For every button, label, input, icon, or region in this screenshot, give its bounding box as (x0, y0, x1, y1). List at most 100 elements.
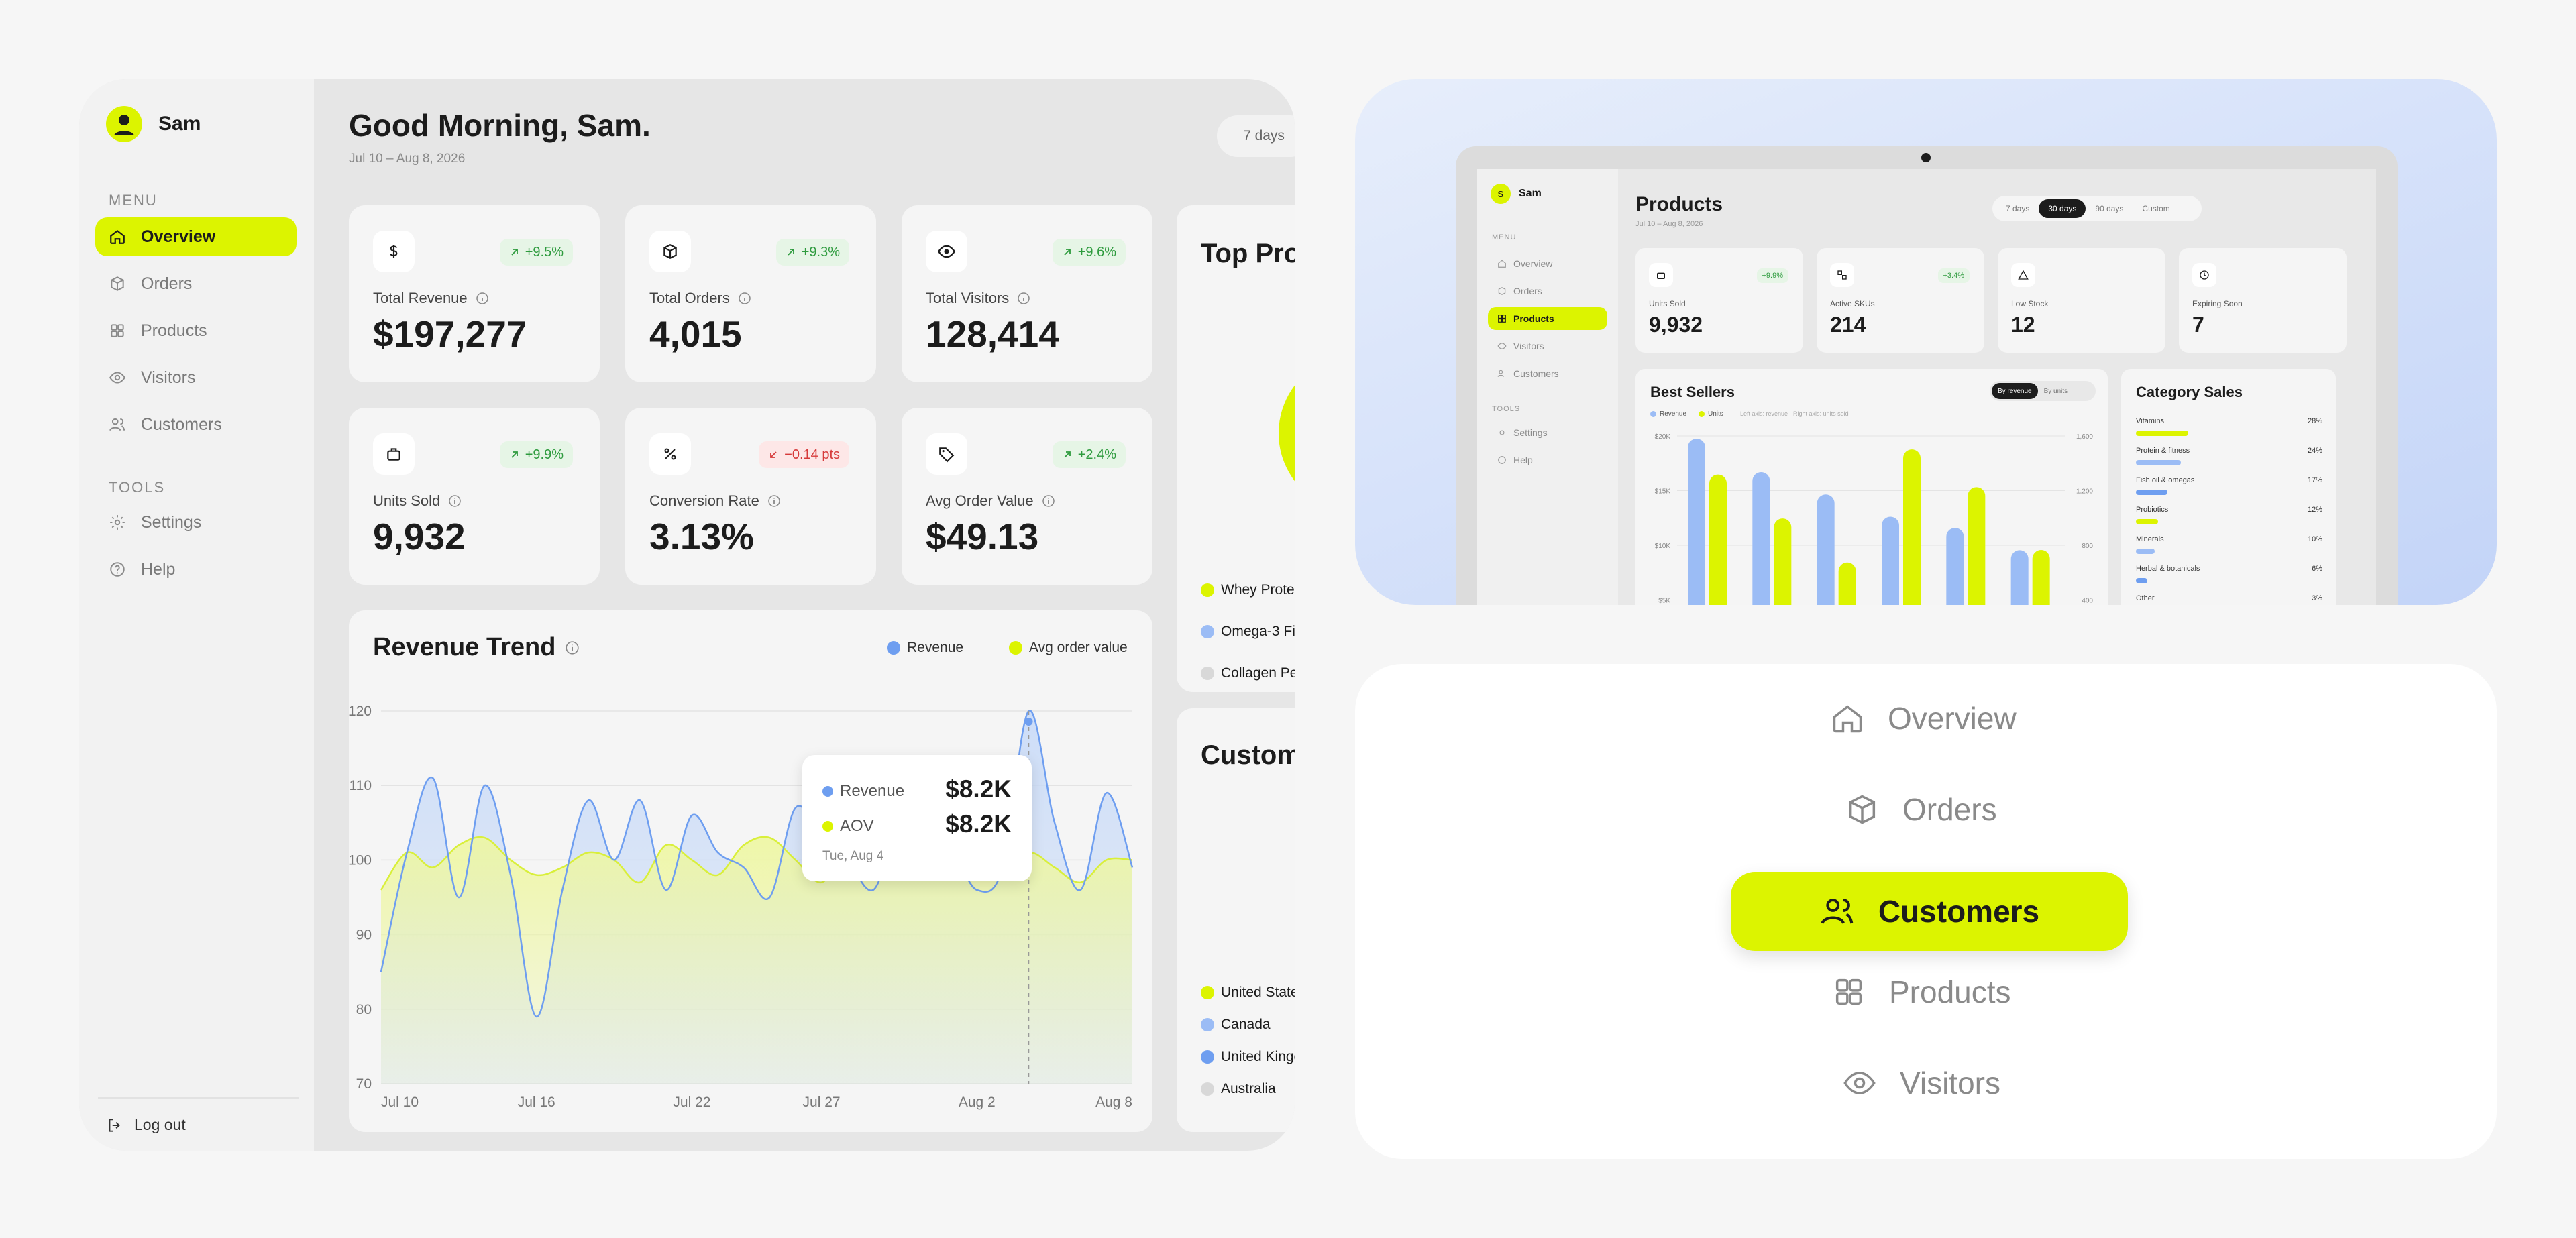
category-value: 3% (2312, 594, 2322, 602)
grid-icon (1498, 315, 1506, 323)
category-row: Herbal & botanicals 6% (2136, 565, 2322, 583)
nav-label: Visitors (1900, 1066, 2000, 1101)
sidebar-item-overview[interactable]: Overview (95, 217, 297, 256)
period-30-days[interactable]: 30 days (2039, 199, 2086, 218)
percent-icon (649, 433, 691, 475)
mini-nav-visitors[interactable]: Visitors (1488, 335, 1607, 357)
mini-nav-customers[interactable]: Customers (1488, 362, 1607, 385)
mini-nav-orders[interactable]: Orders (1488, 280, 1607, 302)
mini-kpi-expiring: Expiring Soon 7 (2179, 248, 2347, 353)
kpi-label: Total Orders (649, 290, 751, 307)
sidebar-item-orders[interactable]: Orders (95, 264, 297, 303)
mini-nav-overview[interactable]: Overview (1488, 252, 1607, 275)
toggle-by-revenue[interactable]: By revenue (1992, 383, 2038, 399)
eye-icon (109, 372, 125, 384)
period-custom[interactable]: Custom (2142, 204, 2170, 213)
units-bar (1968, 487, 1986, 605)
mini-nav-products[interactable]: Products (1488, 307, 1607, 330)
legend-units: Units (1699, 410, 1723, 418)
card-title: Top Products (1201, 239, 1295, 268)
units-bar (1838, 562, 1856, 605)
home-icon (1498, 260, 1506, 268)
category-value: 17% (2307, 476, 2322, 484)
help-icon (1498, 456, 1506, 464)
logout-label: Log out (134, 1116, 186, 1133)
info-icon (566, 640, 580, 655)
category-row: Fish oil & omegas 17% (2136, 476, 2322, 495)
category-value: 12% (2307, 506, 2322, 514)
dashboard-window: Sam MENU Overview Orders Products Visito… (79, 79, 1295, 1151)
grid-icon (111, 324, 124, 337)
sidebar-item-label: Help (141, 559, 176, 579)
logout-button[interactable]: Log out (106, 1116, 186, 1134)
y-tick-label: 110 (350, 778, 372, 793)
category-row: Probiotics 12% (2136, 506, 2322, 524)
sidebar-item-customers[interactable]: Customers (95, 405, 297, 444)
chart-title: Revenue Trend (373, 633, 580, 662)
toggle-by-units[interactable]: By units (2043, 387, 2068, 395)
laptop-screen: S Sam MENU Overview Orders Products Visi… (1477, 169, 2376, 605)
nav-item-overview[interactable]: Overview (1830, 700, 2017, 736)
kpi-card-visitors: +9.6% Total Visitors 128,414 (902, 205, 1152, 382)
category-row: Minerals 10% (2136, 535, 2322, 554)
list-item: Canada (1201, 1017, 1271, 1033)
sidebar: Sam MENU Overview Orders Products Visito… (79, 79, 314, 1151)
nav-label: Products (1889, 974, 2011, 1009)
mini-nav-settings[interactable]: Settings (1488, 421, 1607, 444)
avatar[interactable] (106, 106, 142, 142)
nav-showcase-card: Overview Orders Customers Products Visit… (1355, 664, 2497, 1159)
kpi-card-conversion: −0.14 pts Conversion Rate 3.13% (625, 408, 876, 585)
period-button[interactable]: 7 days (1217, 115, 1295, 157)
sidebar-item-label: Customers (141, 414, 222, 434)
y-left-tick: $20K (1655, 433, 1671, 441)
sidebar-item-help[interactable]: Help (95, 550, 297, 589)
revenue-bar (1946, 528, 1964, 605)
sidebar-item-settings[interactable]: Settings (95, 503, 297, 542)
list-item: Australia (1201, 1081, 1276, 1097)
camera-icon (1921, 153, 1931, 162)
delta-badge: +3.4% (1937, 268, 1970, 283)
revenue-trend-chart[interactable]: 70 80 90 100 110 120 Jul 10 Jul 16 Jul 22 Jul 27 A… (349, 610, 1152, 1132)
revenue-bar (1688, 439, 1705, 605)
delta-badge: −0.14 pts (759, 441, 849, 468)
kpi-label: Active SKUs (1830, 299, 1875, 308)
period-7-days[interactable]: 7 days (2006, 204, 2030, 213)
products-preview: S Sam MENU Overview Orders Products Visi… (1355, 79, 2497, 605)
sidebar-item-label: Settings (141, 512, 202, 532)
nav-item-customers[interactable]: Customers (1731, 872, 2128, 951)
sidebar-item-visitors[interactable]: Visitors (95, 358, 297, 397)
logout-icon (109, 1118, 120, 1132)
x-tick-label: Jul 22 (673, 1094, 710, 1110)
users-icon (1497, 370, 1504, 377)
chart-tooltip: Revenue $8.2K AOV $8.2K Tue, Aug 4 (802, 755, 1032, 881)
mini-nav-help[interactable]: Help (1488, 449, 1607, 471)
category-label: Herbal & botanicals (2136, 565, 2200, 573)
nav-item-visitors[interactable]: Visitors (1842, 1065, 2000, 1101)
list-item: Collagen Peptides (1201, 665, 1295, 681)
tooltip-date: Tue, Aug 4 (822, 849, 884, 863)
grid-icon (1835, 978, 1862, 1005)
tooltip-revenue-value: $8.2K (945, 775, 1012, 803)
eye-icon (1843, 1072, 1876, 1094)
mini-kpi-skus: +3.4% Active SKUs 214 (1817, 248, 1984, 353)
kpi-value: 12 (2011, 313, 2035, 337)
kpi-value: $49.13 (926, 516, 1039, 557)
nav-label: Customers (1878, 894, 2040, 929)
nav-item-orders[interactable]: Orders (1845, 791, 1997, 828)
sidebar-item-products[interactable]: Products (95, 311, 297, 350)
users-icon (109, 418, 125, 431)
y-right-tick: 400 (2082, 598, 2093, 605)
page-title: Good Morning, Sam. (349, 108, 651, 143)
sidebar-item-label: Products (141, 321, 207, 340)
category-label: Other (2136, 594, 2155, 602)
period-90-days[interactable]: 90 days (2095, 204, 2124, 213)
units-bar (1903, 449, 1921, 605)
category-bar (2136, 549, 2155, 554)
box-icon (111, 276, 124, 291)
nav-item-products[interactable]: Products (1831, 974, 2011, 1010)
kpi-value: 4,015 (649, 313, 742, 355)
x-tick-label: Jul 10 (381, 1094, 419, 1110)
delta-badge: +9.5% (499, 239, 573, 266)
sidebar-item-label: Visitors (141, 368, 196, 387)
category-sales-card: Category Sales Vitamins 28% Protein & fitn… (2121, 369, 2336, 605)
